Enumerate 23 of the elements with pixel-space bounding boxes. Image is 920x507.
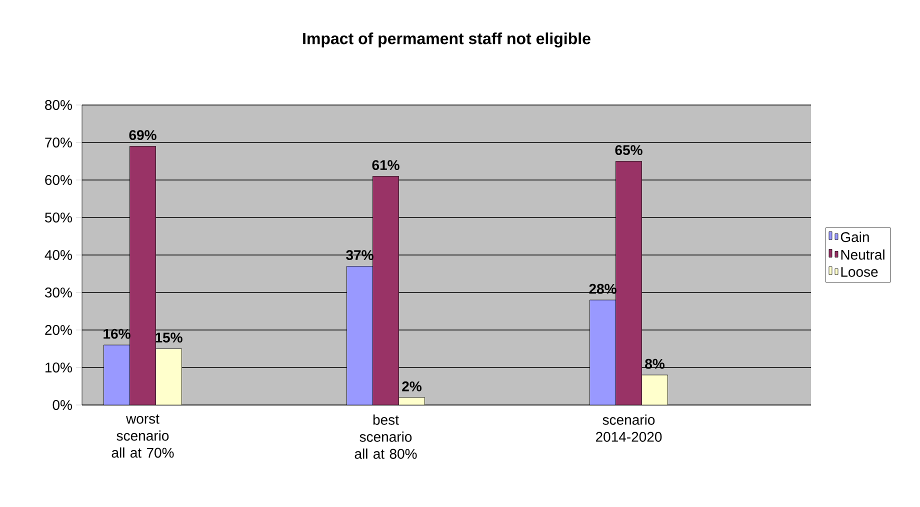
x-tick-label: scenario 2014-2020 bbox=[596, 414, 662, 442]
y-tick-label: 30% bbox=[44, 288, 72, 298]
legend-label: Gain bbox=[840, 232, 869, 242]
y-tick-label: 70% bbox=[45, 138, 72, 148]
bar bbox=[156, 348, 182, 405]
y-tick-label: 20% bbox=[45, 325, 72, 335]
x-tick-label: worst scenario all at 70% bbox=[112, 414, 174, 458]
y-tick-label: 40% bbox=[44, 250, 72, 260]
data-label: 65% bbox=[615, 145, 642, 156]
y-tick-label: 50% bbox=[45, 212, 72, 222]
legend-label: Loose bbox=[841, 267, 878, 277]
y-tick-label: 60% bbox=[45, 175, 72, 185]
data-label: 2% bbox=[402, 381, 422, 392]
legend-label: Neutral bbox=[841, 249, 884, 260]
data-label: 8% bbox=[645, 358, 664, 369]
y-tick-label: 0% bbox=[52, 400, 72, 410]
data-label: 69% bbox=[129, 130, 156, 140]
data-label: 61% bbox=[372, 160, 400, 170]
chart-title: Impact of permament staff not eligible bbox=[303, 32, 590, 48]
y-tick-label: 80% bbox=[45, 100, 72, 110]
y-tick-label: 10% bbox=[46, 362, 72, 372]
bar bbox=[642, 374, 668, 405]
x-tick-label: best scenario all at 80% bbox=[354, 414, 417, 459]
